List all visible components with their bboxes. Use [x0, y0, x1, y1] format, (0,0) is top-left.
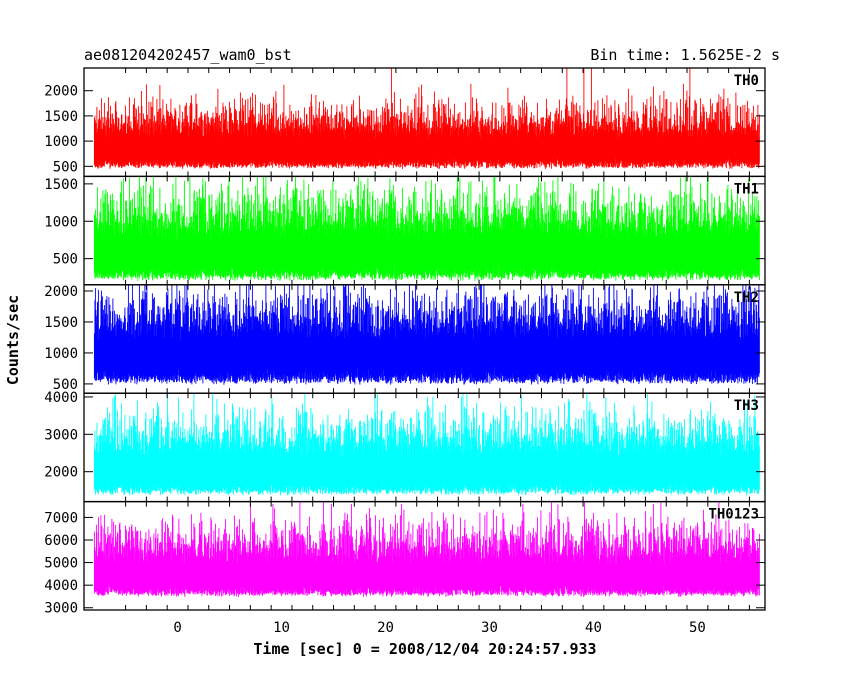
y-tick-label: 1500 [44, 109, 78, 125]
y-tick-label: 7000 [44, 510, 78, 526]
y-axis-label: Counts/sec [4, 295, 22, 385]
x-tick-label: 0 [173, 620, 181, 636]
x-tick-label: 30 [481, 620, 498, 636]
y-tick-label: 1500 [44, 315, 78, 331]
y-tick-label: 1000 [44, 346, 78, 362]
y-tick-label: 4000 [44, 578, 78, 594]
series-th3-line [93, 393, 760, 496]
panel-th3: 2000 3000 4000 TH3 [44, 390, 766, 503]
y-tick-label: 500 [53, 252, 78, 268]
y-tick-label: 1000 [44, 214, 78, 230]
x-tick-label: 50 [689, 620, 706, 636]
x-axis-label: Time [sec] 0 = 2008/12/04 20:24:57.933 [253, 640, 596, 658]
y-tick-label: 2000 [44, 465, 78, 481]
panel-label-th0123: TH0123 [708, 507, 759, 523]
y-tick-label: 2000 [44, 84, 78, 100]
y-tick-label: 1000 [44, 134, 78, 150]
series-th1-line [93, 176, 760, 281]
panel-label-th1: TH1 [734, 181, 759, 197]
x-tick-label: 40 [585, 620, 602, 636]
panel-th2: 500 1000 1500 2000 TH2 [44, 284, 766, 394]
chart-title-right: Bin time: 1.5625E-2 s [590, 46, 780, 64]
series-th0123-line [93, 501, 760, 597]
y-tick-label: 3000 [44, 427, 78, 443]
y-tick-label: 500 [53, 159, 78, 175]
panel-label-th2: TH2 [734, 290, 759, 306]
y-tick-label: 500 [53, 377, 78, 393]
panel-label-th0: TH0 [734, 73, 759, 89]
panel-th0: 500 1000 1500 2000 TH0 [44, 67, 766, 178]
chart-title-left: ae081204202457_wam0_bst [84, 46, 292, 64]
series-th0-line [93, 68, 760, 169]
series-th2-line [93, 284, 760, 385]
panel-th1: 500 1000 1500 TH1 [44, 175, 766, 286]
panel-th0123: 3000 4000 5000 6000 7000 TH0123 [44, 500, 766, 617]
y-tick-label: 4000 [44, 390, 78, 406]
y-tick-label: 1500 [44, 177, 78, 193]
y-tick-label: 3000 [44, 601, 78, 617]
x-tick-label: 20 [377, 620, 394, 636]
panel-frame [83, 500, 766, 611]
panel-label-th3: TH3 [734, 398, 759, 414]
y-tick-label: 6000 [44, 533, 78, 549]
y-tick-label: 2000 [44, 284, 78, 300]
x-tick-label: 10 [273, 620, 290, 636]
y-tick-label: 5000 [44, 556, 78, 572]
